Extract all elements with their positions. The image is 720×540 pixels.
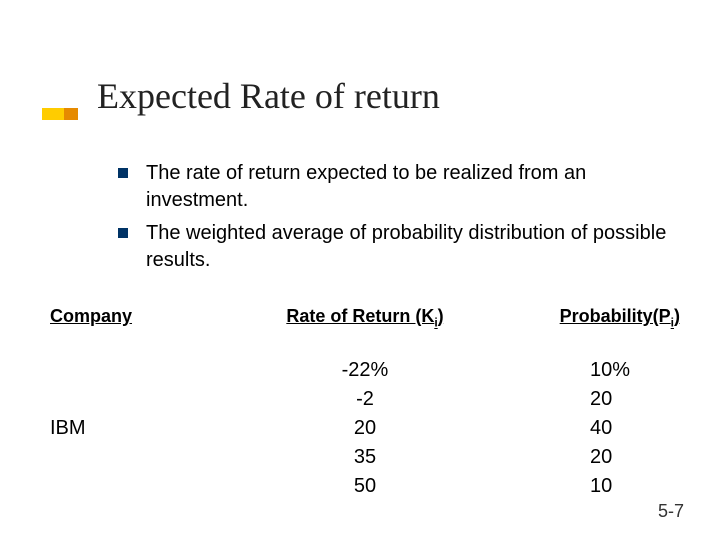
header-rate-suffix: ) xyxy=(438,306,444,326)
bullet-text: The rate of return expected to be realiz… xyxy=(146,160,678,214)
bullet-item: The rate of return expected to be realiz… xyxy=(118,160,678,214)
cell-rate: -2 xyxy=(230,385,500,414)
table-row: IBM 20 40 xyxy=(50,414,680,443)
table-body: -22% 10% -2 20 IBM 20 40 35 20 50 10 xyxy=(50,356,680,501)
cell-company xyxy=(50,472,230,501)
table-header-row: Company Rate of Return (Ki) Probability(… xyxy=(50,306,680,330)
cell-rate: 50 xyxy=(230,472,500,501)
cell-prob: 10 xyxy=(500,472,680,501)
cell-company xyxy=(50,385,230,414)
cell-company xyxy=(50,443,230,472)
cell-prob: 20 xyxy=(500,385,680,414)
header-prob-suffix: ) xyxy=(674,306,680,326)
header-prob: Probability(Pi) xyxy=(500,306,680,330)
table-row: -22% 10% xyxy=(50,356,680,385)
bullet-marker-icon xyxy=(118,168,128,178)
table-row: -2 20 xyxy=(50,385,680,414)
bullet-list: The rate of return expected to be realiz… xyxy=(118,160,678,280)
cell-rate: 35 xyxy=(230,443,500,472)
slide-title: Expected Rate of return xyxy=(97,75,440,117)
cell-prob: 10% xyxy=(500,356,680,385)
bullet-marker-icon xyxy=(118,228,128,238)
accent-bar-inner xyxy=(64,108,78,120)
header-prob-prefix: Probability(P xyxy=(560,306,671,326)
cell-company xyxy=(50,356,230,385)
cell-company: IBM xyxy=(50,414,230,443)
cell-prob: 40 xyxy=(500,414,680,443)
header-rate: Rate of Return (Ki) xyxy=(230,306,500,330)
cell-rate: 20 xyxy=(230,414,500,443)
header-rate-prefix: Rate of Return (K xyxy=(286,306,434,326)
table-row: 50 10 xyxy=(50,472,680,501)
header-company: Company xyxy=(50,306,230,330)
cell-prob: 20 xyxy=(500,443,680,472)
accent-bar xyxy=(42,108,78,120)
data-table: Company Rate of Return (Ki) Probability(… xyxy=(50,306,680,501)
slide-number: 5-7 xyxy=(658,501,684,522)
bullet-text: The weighted average of probability dist… xyxy=(146,220,678,274)
cell-rate: -22% xyxy=(230,356,500,385)
bullet-item: The weighted average of probability dist… xyxy=(118,220,678,274)
table-row: 35 20 xyxy=(50,443,680,472)
